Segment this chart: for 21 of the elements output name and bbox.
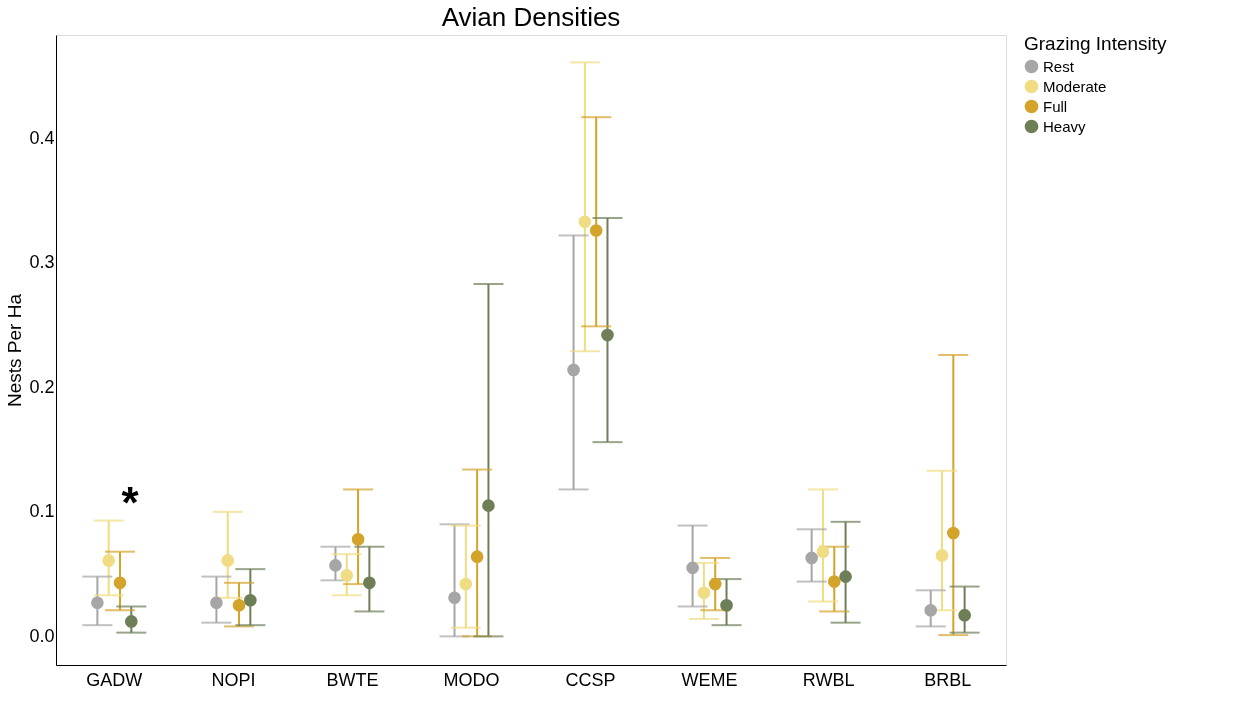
y-axis-title: Nests Per Ha bbox=[4, 293, 26, 407]
chart-title: Avian Densities bbox=[441, 2, 621, 32]
y-tick-label: 0.3 bbox=[29, 252, 55, 273]
x-tick-label: BRBL bbox=[924, 669, 972, 690]
x-tick-label: WEME bbox=[681, 669, 738, 690]
y-tick-label: 0.1 bbox=[29, 501, 55, 522]
x-tick-label: NOPI bbox=[211, 669, 256, 690]
legend-label: Moderate bbox=[1043, 77, 1107, 95]
y-tick-label: 0.2 bbox=[29, 376, 55, 397]
y-tick-label: 0.4 bbox=[29, 127, 55, 148]
annotation: * bbox=[121, 478, 140, 527]
y-tick-label: 0.0 bbox=[29, 625, 55, 646]
legend-label: Full bbox=[1043, 97, 1068, 115]
x-tick-label: RWBL bbox=[802, 669, 855, 690]
legend-title: Grazing Intensity bbox=[1024, 33, 1168, 54]
legend-label: Rest bbox=[1043, 57, 1075, 75]
x-tick-label: BWTE bbox=[326, 669, 379, 690]
x-tick-label: MODO bbox=[443, 669, 500, 690]
x-tick-label: GADW bbox=[86, 669, 143, 690]
legend-label: Heavy bbox=[1043, 117, 1087, 135]
x-tick-label: CCSP bbox=[565, 669, 616, 690]
